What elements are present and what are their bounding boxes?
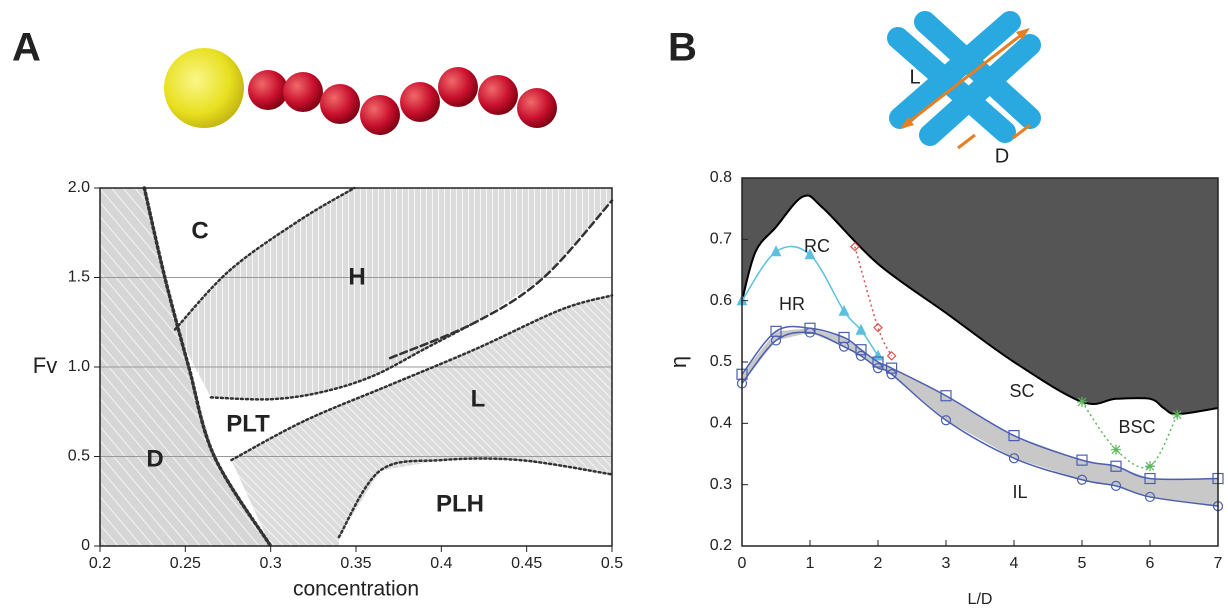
y-tick-label: 0.6: [710, 292, 732, 309]
panel-letter: A: [12, 26, 41, 70]
x-tick-label: 0: [738, 555, 747, 572]
x-tick-label: 5: [1078, 555, 1087, 572]
marker: [770, 245, 782, 257]
x-axis-label: L/D: [968, 591, 993, 608]
marker: [1077, 396, 1087, 407]
y-tick-label: 0.5: [710, 353, 732, 370]
x-tick-label: 3: [942, 555, 951, 572]
x-tick-label: 0.45: [511, 555, 542, 572]
phase-boundary: [209, 321, 477, 401]
y-tick-label: 0.2: [710, 537, 732, 554]
marker: [1008, 453, 1020, 464]
region-label: RC: [804, 236, 830, 256]
y-tick-label: 0: [81, 537, 90, 554]
y-axis-label: Fv: [33, 353, 57, 378]
region-label: SC: [1009, 381, 1034, 401]
region-fill: [231, 295, 612, 546]
region-label: D: [146, 445, 163, 472]
phase-boundary: [388, 199, 614, 360]
marker: [1144, 491, 1156, 503]
region-label: C: [191, 217, 208, 244]
marker: [886, 351, 897, 361]
y-tick-label: 1.0: [68, 358, 90, 375]
phase-boundary: [142, 186, 273, 548]
molecule-illustration: [164, 48, 557, 135]
phase-boundary: [173, 186, 356, 331]
y-tick-label: 2.0: [68, 179, 90, 196]
region-fill: [175, 188, 613, 400]
marker: [885, 362, 898, 374]
series-line: [741, 194, 1219, 416]
marker: [1111, 444, 1121, 455]
x-tick-label: 7: [1214, 555, 1223, 572]
marker: [804, 248, 816, 260]
x-tick-label: 0.3: [260, 555, 282, 572]
x-tick-label: 0.5: [601, 555, 623, 572]
marker: [1110, 460, 1122, 472]
cross-illustration: [887, 11, 1041, 146]
x-tick-label: 0.4: [430, 555, 452, 572]
marker: [873, 322, 883, 333]
marker: [1008, 430, 1020, 442]
marker: [940, 390, 952, 402]
region-fill: [742, 178, 1218, 415]
dimension-arrows: [900, 28, 1031, 150]
y-tick-label: 0.5: [68, 448, 90, 465]
marker: [872, 363, 884, 374]
marker: [1144, 472, 1156, 485]
illustration-label: D: [995, 145, 1009, 167]
region-label: H: [348, 263, 365, 290]
region-label: PLH: [436, 490, 484, 517]
x-axis-label: concentration: [293, 578, 419, 601]
marker: [872, 356, 884, 368]
region-label: L: [471, 385, 486, 412]
marker: [1076, 474, 1088, 485]
y-axis-label: η: [666, 356, 691, 368]
x-tick-label: 0.2: [89, 555, 111, 572]
phase-boundary: [337, 457, 614, 539]
x-tick-label: 0.35: [340, 555, 371, 572]
marker: [855, 344, 867, 356]
marker: [940, 415, 952, 426]
y-tick-label: 0.3: [710, 476, 732, 493]
marker: [850, 241, 860, 252]
x-tick-label: 0.25: [170, 555, 201, 572]
region-label: BSC: [1118, 417, 1155, 437]
marker: [1172, 409, 1183, 420]
region-label: HR: [779, 294, 805, 314]
marker: [886, 369, 897, 380]
marker: [1145, 461, 1155, 472]
y-tick-label: 0.4: [710, 415, 732, 432]
marker: [838, 341, 850, 352]
region-label: IL: [1012, 482, 1027, 502]
marker: [855, 350, 867, 361]
series-line: [741, 331, 1219, 507]
x-tick-label: 6: [1146, 555, 1155, 572]
panel-letter: B: [668, 26, 697, 70]
phase-boundary: [230, 294, 614, 462]
marker: [1110, 480, 1122, 491]
marker: [855, 323, 867, 335]
marker: [838, 304, 850, 316]
x-tick-label: 1: [806, 555, 815, 572]
region-label: PLT: [226, 410, 270, 437]
marker: [1076, 454, 1088, 466]
y-tick-label: 0.7: [710, 231, 732, 248]
x-tick-label: 4: [1010, 555, 1019, 572]
illustration-label: L: [909, 66, 920, 88]
marker: [872, 349, 884, 361]
marker: [770, 335, 782, 346]
series-line: [1081, 401, 1178, 469]
y-tick-label: 0.8: [710, 169, 732, 186]
marker: [804, 327, 816, 338]
x-tick-label: 2: [874, 555, 883, 572]
y-tick-label: 1.5: [68, 269, 90, 286]
